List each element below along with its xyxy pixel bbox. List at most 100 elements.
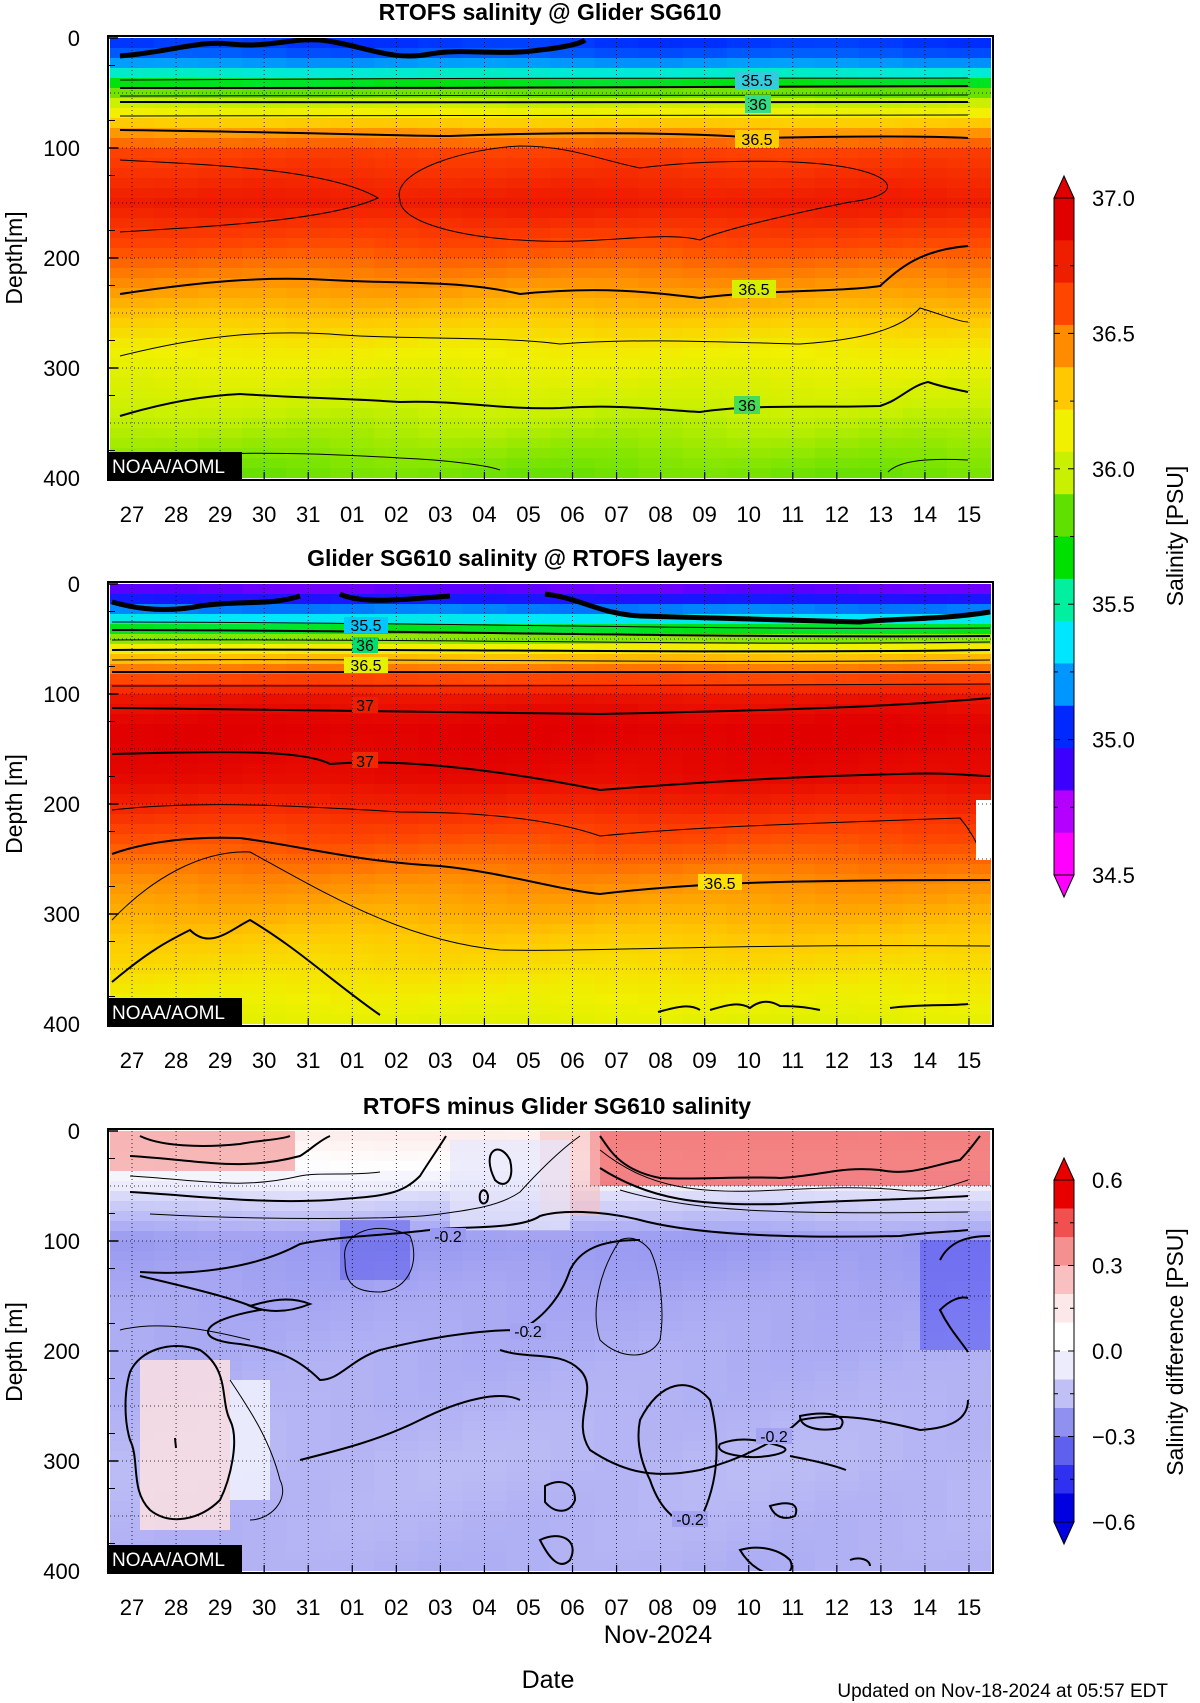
heatmap-cell xyxy=(858,824,904,835)
heatmap-cell xyxy=(506,198,552,209)
heatmap-cell xyxy=(374,834,419,845)
heatmap-cell xyxy=(550,248,596,259)
heatmap-cell xyxy=(110,664,155,675)
heatmap-cell xyxy=(814,1531,860,1542)
heatmap-cell xyxy=(594,168,640,179)
heatmap-cell xyxy=(374,774,419,785)
heatmap-cell xyxy=(550,1431,596,1442)
heatmap-cell xyxy=(154,1281,199,1292)
contour-line xyxy=(478,1189,490,1205)
heatmap-cell xyxy=(550,198,596,209)
panel-glider-salinity: Glider SG610 salinity @ RTOFS layers 35.… xyxy=(1,545,994,1073)
heatmap-cell xyxy=(418,974,463,985)
heatmap-cell xyxy=(902,1281,948,1292)
heatmap-cell xyxy=(110,744,155,755)
heatmap-cell xyxy=(814,1261,860,1272)
contour-line xyxy=(887,458,969,473)
heatmap-cell xyxy=(726,914,772,925)
heatmap-cell xyxy=(946,168,991,179)
heatmap-cell xyxy=(506,1251,552,1262)
heatmap-cell xyxy=(770,994,816,1005)
heatmap-cell xyxy=(154,804,199,815)
heatmap-cell xyxy=(418,428,463,439)
heatmap-cell xyxy=(550,704,596,715)
heatmap-cell xyxy=(286,1471,331,1482)
heatmap-cell xyxy=(330,1511,375,1522)
heatmap-cell xyxy=(242,1311,287,1322)
heatmap-cell xyxy=(550,1381,596,1392)
heatmap-cell xyxy=(506,614,552,625)
heatmap-cell xyxy=(682,1191,728,1202)
heatmap-cell xyxy=(154,228,199,239)
heatmap-cell xyxy=(638,378,684,389)
colorbar-tick-label: 37.0 xyxy=(1092,186,1135,211)
contour-line xyxy=(889,1003,969,1009)
heatmap-cell xyxy=(462,38,508,49)
heatmap-cell xyxy=(814,158,860,169)
heatmap-cell xyxy=(726,1191,772,1202)
heatmap-cell xyxy=(902,944,948,955)
heatmap-cell xyxy=(770,248,816,259)
heatmap-cell xyxy=(638,48,684,59)
heatmap-cell xyxy=(770,1241,816,1252)
heatmap-cell xyxy=(550,914,596,925)
heatmap-cell xyxy=(418,198,463,209)
heatmap-cell xyxy=(770,904,816,915)
contour-line xyxy=(111,639,991,644)
heatmap-cell xyxy=(726,944,772,955)
heatmap-cell xyxy=(858,1471,904,1482)
heatmap-cell xyxy=(946,328,991,339)
heatmap-cell xyxy=(814,954,860,965)
heatmap-cell xyxy=(198,804,243,815)
heatmap-cell xyxy=(550,1241,596,1252)
heatmap-cell xyxy=(374,954,419,965)
contour-line xyxy=(119,114,969,117)
heatmap-cell xyxy=(946,1461,991,1472)
heatmap-cell xyxy=(198,684,243,695)
heatmap-cell xyxy=(506,1451,552,1462)
heatmap-cell xyxy=(946,208,991,219)
heatmap-cell xyxy=(682,188,728,199)
heatmap-cell xyxy=(374,308,419,319)
heatmap-cell xyxy=(902,1391,948,1402)
heatmap-cell xyxy=(550,458,596,469)
heatmap-cell xyxy=(550,348,596,359)
heatmap-cell xyxy=(330,604,375,615)
heatmap-cell xyxy=(902,198,948,209)
heatmap-cell xyxy=(682,674,728,685)
heatmap-cell xyxy=(286,854,331,865)
heatmap-cell xyxy=(154,108,199,119)
heatmap-cell xyxy=(418,1521,463,1532)
heatmap-cell xyxy=(550,974,596,985)
x-tick-label: 09 xyxy=(692,502,716,527)
heatmap-cell xyxy=(770,684,816,695)
heatmap-cell xyxy=(550,1421,596,1432)
heatmap-cell xyxy=(638,594,684,605)
heatmap-cell xyxy=(506,904,552,915)
heatmap-cell xyxy=(462,704,508,715)
heatmap-cell xyxy=(902,1511,948,1522)
heatmap-cell xyxy=(242,278,287,289)
heatmap-cell xyxy=(594,1281,640,1292)
heatmap-cell xyxy=(770,308,816,319)
heatmap-cell xyxy=(242,308,287,319)
heatmap-cell xyxy=(462,1131,508,1142)
heatmap-cell xyxy=(462,348,508,359)
heatmap-cell xyxy=(154,278,199,289)
heatmap-cell xyxy=(110,1211,155,1222)
heatmap-cell xyxy=(418,1191,463,1202)
heatmap-cell xyxy=(506,328,552,339)
heatmap-cell xyxy=(770,1431,816,1442)
heatmap-cell xyxy=(814,1441,860,1452)
heatmap-cell xyxy=(902,1471,948,1482)
heatmap-cell xyxy=(242,1271,287,1282)
heatmap-cell xyxy=(638,624,684,635)
heatmap-cell xyxy=(858,278,904,289)
grid xyxy=(110,38,991,478)
heatmap-cell xyxy=(462,328,508,339)
heatmap-cell xyxy=(506,1481,552,1492)
heatmap-cell xyxy=(374,328,419,339)
heatmap-cell xyxy=(770,388,816,399)
contour-label: -0.2 xyxy=(676,1512,704,1529)
heatmap-cell xyxy=(638,714,684,725)
